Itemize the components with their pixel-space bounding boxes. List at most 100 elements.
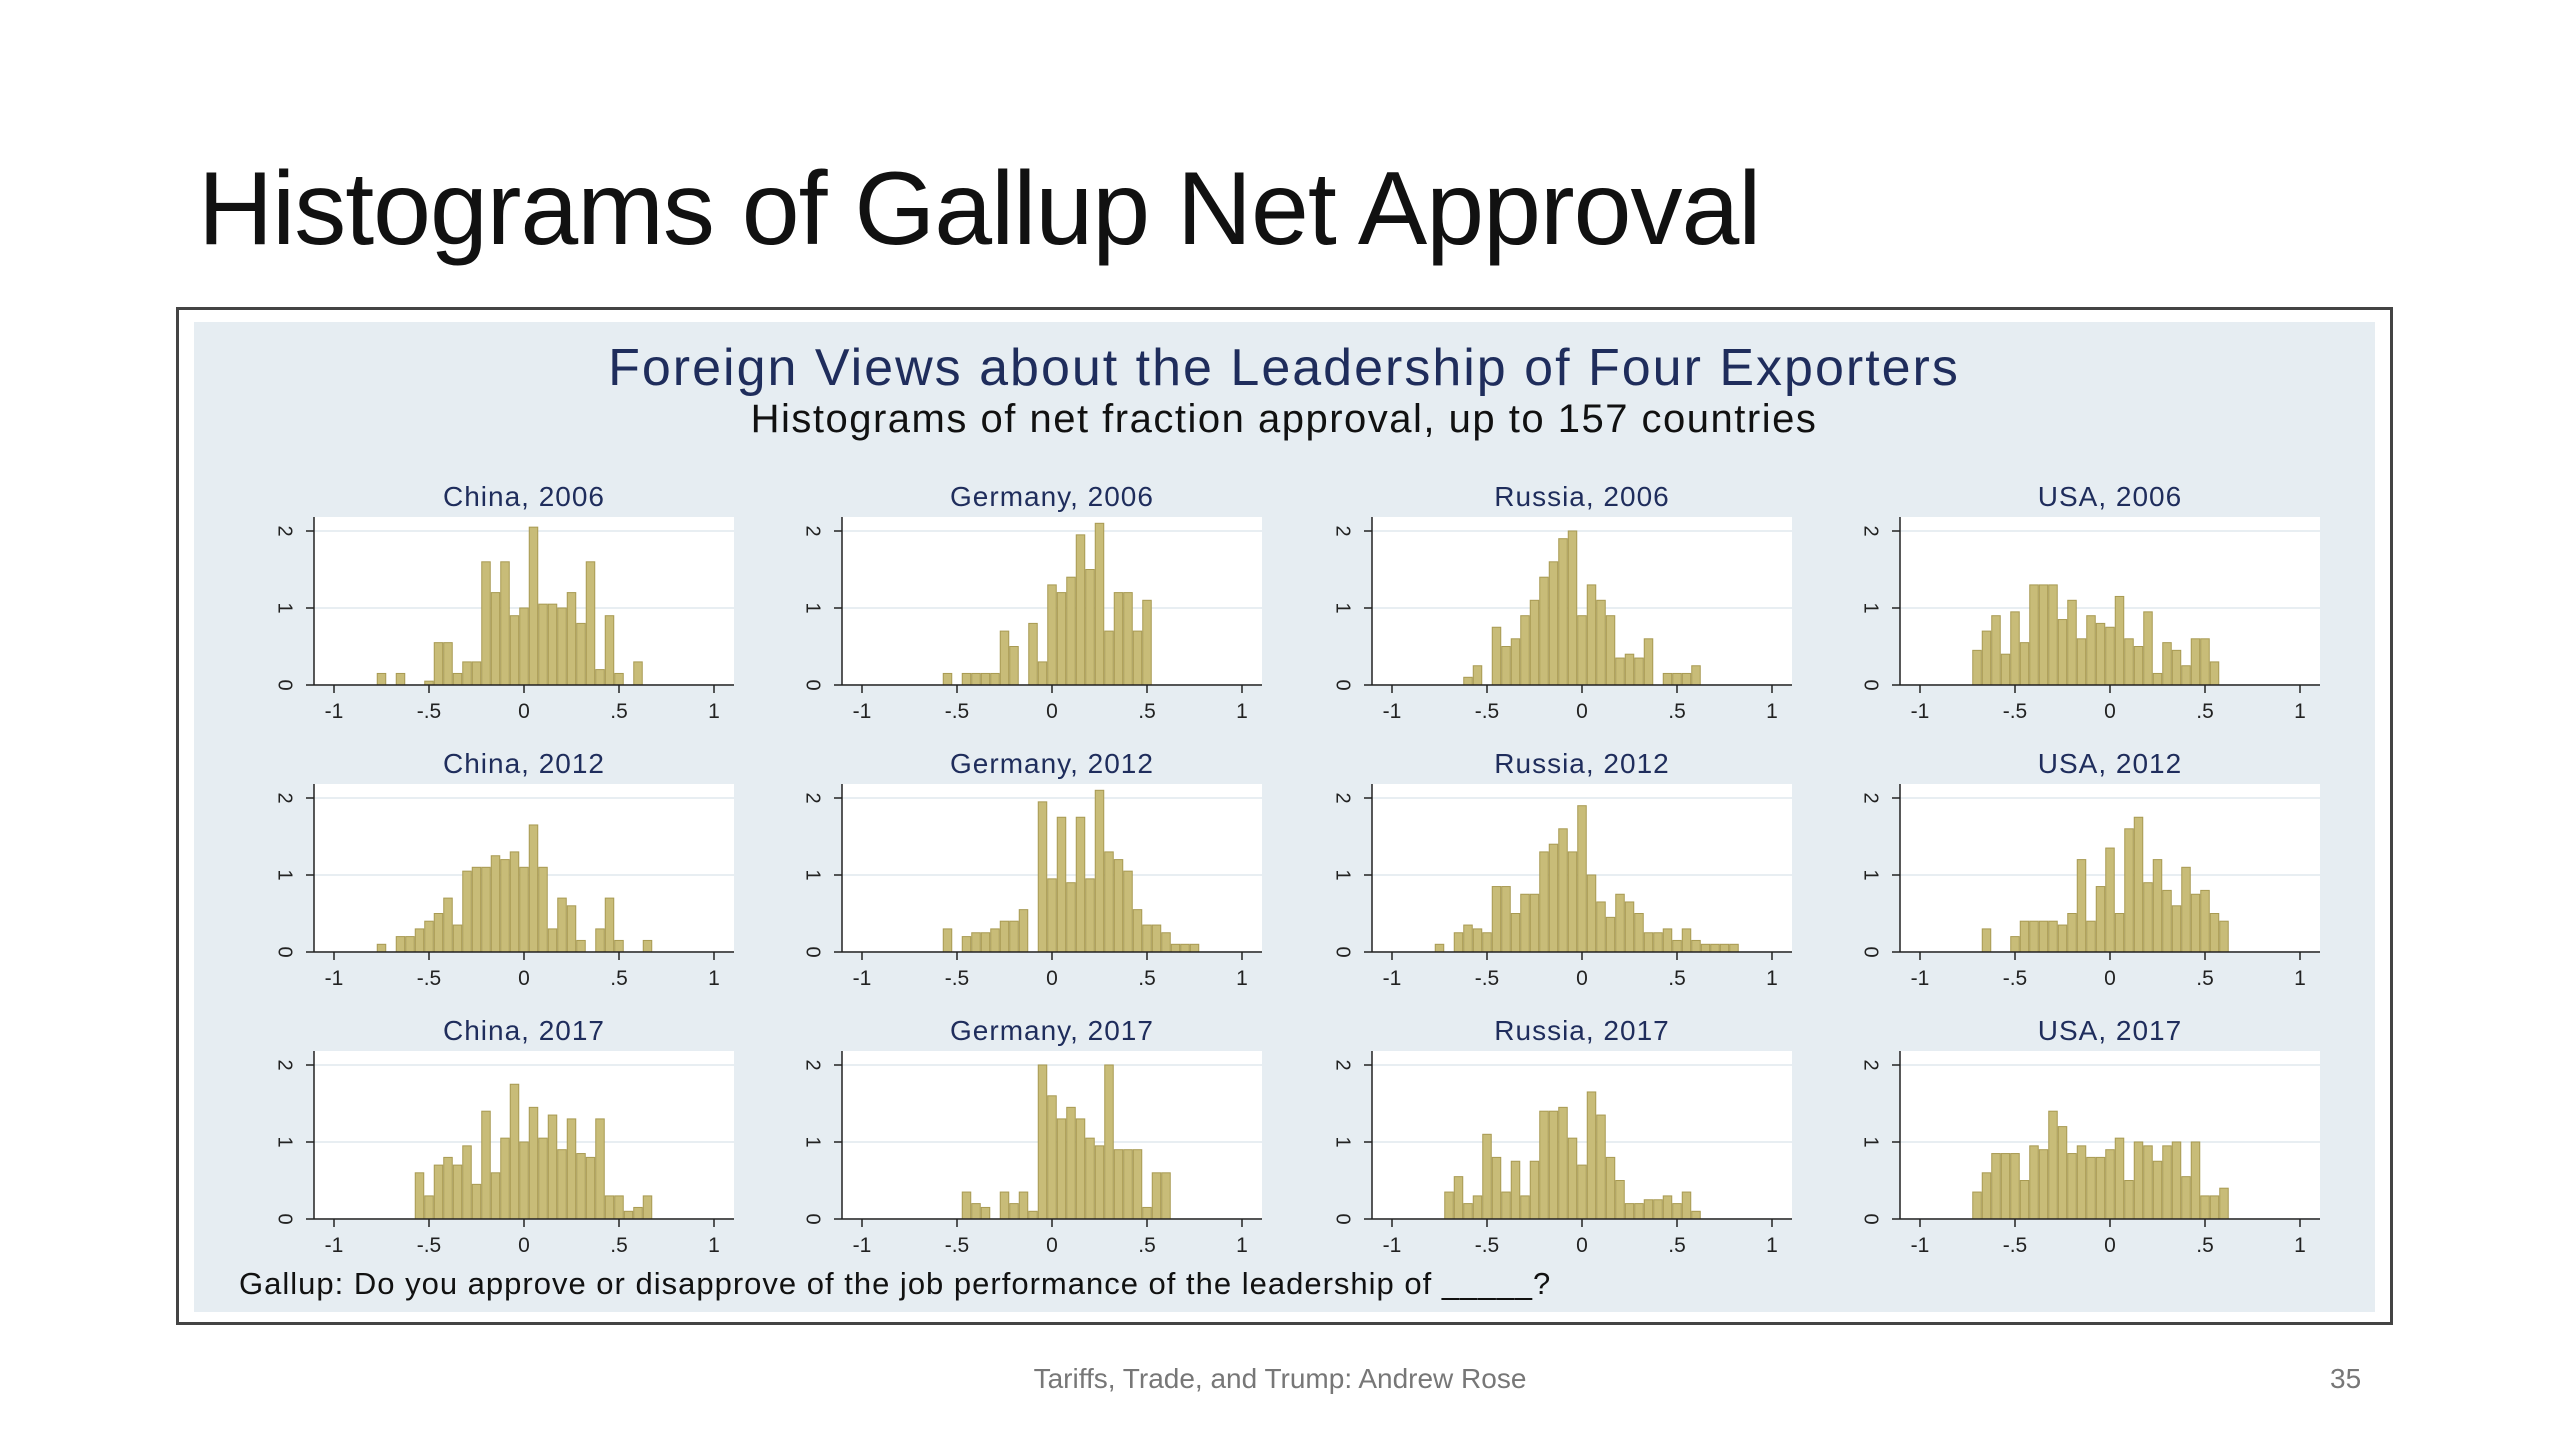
histogram-bar [971, 672, 981, 686]
histogram-bar [1634, 1203, 1644, 1220]
x-tick-label: -.5 [945, 700, 970, 723]
histogram-bar [1491, 626, 1502, 686]
panel-title: USA, 2012 [2038, 748, 2182, 779]
histogram-bar [1056, 816, 1067, 953]
histogram-bar [1472, 665, 1483, 686]
y-tick-label: 2 [274, 792, 296, 803]
histogram-bar [2019, 642, 2030, 686]
x-tick-label: 1 [2294, 700, 2306, 723]
histogram-bar [2105, 1149, 2115, 1220]
x-tick-label: -.5 [945, 967, 970, 990]
y-tick-label: 2 [802, 792, 824, 803]
histogram-bar [1113, 592, 1124, 686]
histogram-bar [1009, 646, 1019, 686]
histogram-bar [471, 866, 482, 953]
histogram-bar [1510, 913, 1521, 953]
histogram-bar [519, 1141, 529, 1220]
histogram-bar [1151, 924, 1162, 953]
histogram-bar [566, 1118, 577, 1220]
histogram-bar [443, 1156, 453, 1220]
y-tick-label: 1 [802, 602, 824, 613]
histogram-bar [1094, 1145, 1105, 1220]
x-tick-label: .5 [610, 1234, 628, 1257]
histogram-bar [576, 622, 586, 686]
histogram-bar [1624, 901, 1635, 953]
histogram-bar [471, 661, 482, 686]
y-tick-label: 0 [802, 946, 824, 957]
x-tick-label: -1 [325, 967, 344, 990]
histogram-bar [2200, 889, 2210, 953]
histogram-bar [1643, 1199, 1654, 1220]
x-tick-label: 0 [1576, 700, 1588, 723]
histogram-panel: Germany, 2017 0 1 2 -1 -.5 0 .5 1 [802, 1015, 1262, 1257]
x-tick-label: -.5 [2003, 700, 2028, 723]
histogram-bar [1529, 893, 1540, 953]
histogram-bar [2133, 816, 2144, 953]
histogram-bar [1151, 1172, 1162, 1220]
histogram-bar [1472, 1195, 1483, 1220]
chart-note: Gallup: Do you approve or disapprove of … [239, 1266, 1551, 1301]
histogram-bar [557, 1149, 567, 1220]
histogram-bar [1491, 1156, 1502, 1220]
histogram-bar [1710, 943, 1720, 953]
histogram-bar [576, 1153, 586, 1220]
panel-title: USA, 2006 [2038, 481, 2182, 512]
histogram-bar [2200, 1195, 2210, 1220]
x-tick-label: 0 [2104, 700, 2116, 723]
histogram-bar [2171, 649, 2182, 686]
histogram-bar [1991, 615, 2001, 686]
histogram-bar [2114, 913, 2125, 953]
histogram-bar [2095, 622, 2106, 686]
histogram-bar [942, 672, 953, 686]
panel-title: Russia, 2012 [1494, 748, 1669, 779]
x-tick-label: -1 [853, 1234, 872, 1257]
histogram-panel: China, 2006 0 1 2 -1 -.5 0 .5 1 [274, 481, 734, 723]
histogram-bar [1691, 1210, 1701, 1220]
histogram-bar [2190, 638, 2201, 686]
histogram-bar [1520, 1195, 1530, 1220]
histogram-bar [576, 939, 586, 953]
y-tick-label: 2 [802, 525, 824, 536]
x-tick-label: -.5 [1475, 1234, 1500, 1257]
x-tick-label: -.5 [1475, 700, 1500, 723]
histogram-bar [1142, 1206, 1152, 1220]
x-tick-label: -.5 [417, 967, 442, 990]
histogram-bar [2162, 1145, 2172, 1220]
x-tick-label: -1 [325, 700, 344, 723]
histogram-bar [595, 669, 605, 686]
histogram-bar [462, 870, 472, 953]
histogram-bar [585, 561, 596, 686]
histogram-bar [481, 1110, 491, 1220]
x-tick-label: -.5 [417, 700, 442, 723]
histogram-bar [2181, 665, 2191, 686]
histogram-bar [1037, 1064, 1048, 1220]
histogram-bar [1634, 657, 1644, 686]
histogram-bar [2057, 619, 2068, 686]
y-tick-label: 1 [1860, 602, 1882, 613]
histogram-bar [1691, 939, 1701, 953]
page-number: 35 [2330, 1363, 2362, 1394]
histogram-bar [1009, 1203, 1019, 1220]
y-tick-label: 1 [1332, 1136, 1354, 1147]
y-tick-label: 1 [1332, 869, 1354, 880]
y-tick-label: 2 [802, 1059, 824, 1070]
x-tick-label: 0 [2104, 967, 2116, 990]
histogram-bar [2209, 661, 2220, 686]
histogram-bar [614, 1195, 624, 1220]
histogram-bar [1605, 916, 1616, 953]
histogram-bar [433, 1164, 444, 1220]
histogram-bar [481, 866, 491, 953]
histogram-bar [490, 1172, 501, 1220]
histogram-bar [633, 661, 643, 686]
histogram-bar [2010, 611, 2020, 686]
histogram-bar [1615, 1180, 1625, 1220]
x-tick-label: .5 [1668, 967, 1686, 990]
histogram-bar [971, 1203, 981, 1220]
histogram-bar [1482, 932, 1492, 953]
histogram-bar [971, 932, 981, 953]
histogram-bar [623, 1210, 634, 1220]
histogram-bar [961, 1191, 972, 1220]
histogram-bar [1075, 534, 1086, 686]
y-tick-label: 1 [1860, 869, 1882, 880]
figure-frame: Foreign Views about the Leadership of Fo… [176, 307, 2393, 1325]
